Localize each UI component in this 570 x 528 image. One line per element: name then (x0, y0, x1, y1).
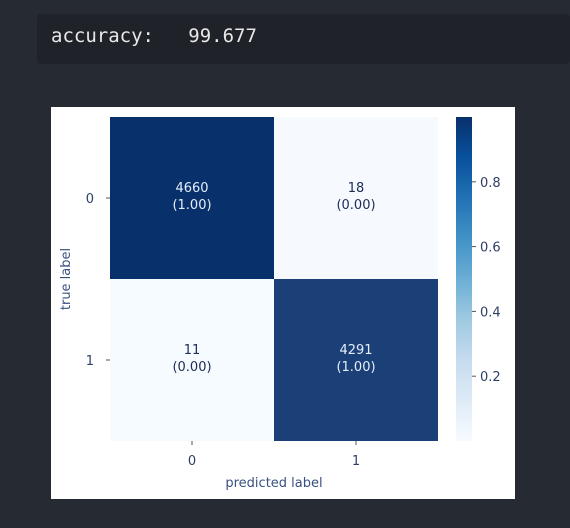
colorbar-tick-label: 0.2 (480, 370, 501, 385)
colorbar-tick-label: 0.8 (480, 176, 501, 191)
colorbar-tick-label: 0.6 (480, 241, 501, 256)
confusion-matrix-figure: 4660 (1.00) 18 (0.00) 11 (0.00) 4291 (1.00) 0 1 0 1… (51, 107, 515, 499)
x-tick-label: 1 (352, 454, 360, 469)
cell-label-1-1: 4291 (1.00) (336, 343, 375, 375)
output-cell: accuracy: 99.677 (37, 14, 570, 64)
cell-label-0-0: 4660 (1.00) (172, 181, 211, 213)
cell-1-1 (274, 279, 438, 441)
cell-1-0 (110, 279, 274, 441)
confusion-matrix-chart: 4660 (1.00) 18 (0.00) 11 (0.00) 4291 (1.00) 0 1 0 1… (59, 117, 501, 491)
x-tick-label: 0 (188, 454, 196, 469)
y-axis-label: true label (59, 248, 74, 310)
cell-0-1 (274, 117, 438, 279)
accuracy-output: accuracy: 99.677 (51, 25, 257, 47)
colorbar (456, 117, 472, 441)
colorbar-tick-label: 0.4 (480, 305, 501, 320)
y-tick-label: 1 (86, 354, 94, 369)
x-axis-label: predicted label (225, 476, 322, 491)
cell-label-0-1: 18 (0.00) (336, 181, 375, 213)
cell-label-1-0: 11 (0.00) (172, 343, 211, 375)
cell-0-0 (110, 117, 274, 279)
y-tick-label: 0 (86, 192, 94, 207)
